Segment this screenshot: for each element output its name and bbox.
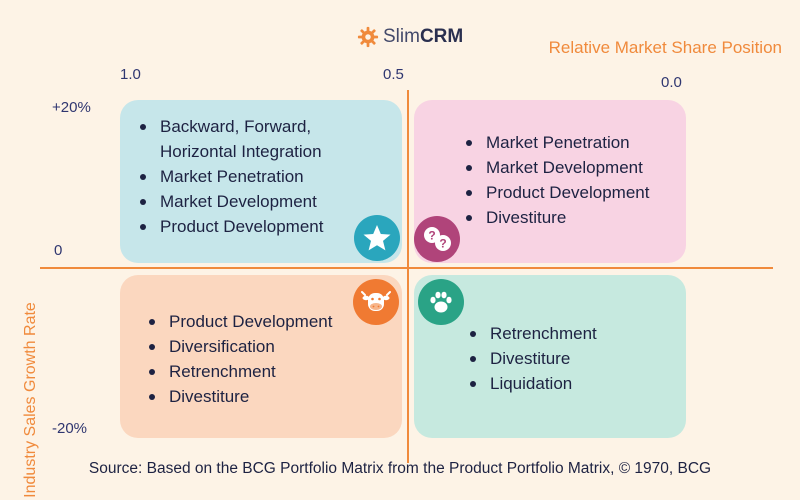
stars-strategy-list: Backward, Forward, Horizontal Integratio…: [138, 114, 378, 239]
list-item: Market Penetration: [464, 130, 649, 155]
question-marks-icon: ? ?: [424, 227, 451, 251]
list-item: Market Penetration: [138, 164, 378, 189]
y-tick-minus-20: -20%: [52, 420, 88, 437]
list-item: Product Development: [138, 214, 378, 239]
x-tick-0-0: 0.0: [661, 74, 682, 91]
paw-icon: [430, 291, 452, 313]
star-badge: [354, 215, 400, 261]
list-item: Diversification: [147, 334, 332, 359]
horizontal-axis-line: [40, 267, 773, 269]
list-item: Retrenchment: [147, 359, 332, 384]
cash-cows-strategy-list: Product Development Diversification Retr…: [147, 309, 332, 409]
list-item: Product Development: [464, 180, 649, 205]
list-item: Product Development: [147, 309, 332, 334]
logo-text-crm: CRM: [419, 26, 464, 47]
x-tick-0-5: 0.5: [383, 66, 404, 83]
list-item: Retrenchment: [468, 321, 597, 346]
question-marks-strategy-list: Market Penetration Market Development Pr…: [464, 130, 649, 230]
question-marks-badge: ? ?: [414, 216, 460, 262]
logo-text-slim: Slim: [383, 26, 420, 47]
star-icon: [363, 225, 391, 251]
list-item: Divestiture: [147, 384, 332, 409]
gear-icon: [357, 26, 379, 48]
slimcrm-logo: Slim CRM: [357, 24, 463, 50]
y-tick-plus-20: +20%: [52, 99, 91, 116]
svg-text:?: ?: [439, 237, 446, 251]
list-item: Liquidation: [468, 371, 597, 396]
list-item: Market Development: [138, 189, 378, 214]
y-tick-zero: 0: [54, 242, 63, 259]
paw-badge: [418, 279, 464, 325]
x-tick-1-0: 1.0: [120, 66, 141, 83]
list-item: Backward, Forward, Horizontal Integratio…: [138, 114, 378, 164]
quadrant-question-marks: Market Penetration Market Development Pr…: [414, 100, 686, 263]
cow-badge: [353, 279, 399, 325]
list-item: Divestiture: [464, 205, 649, 230]
cow-icon: [361, 291, 391, 311]
source-caption: Source: Based on the BCG Portfolio Matri…: [88, 460, 712, 477]
list-item: Market Development: [464, 155, 649, 180]
x-axis-title: Relative Market Share Position: [548, 38, 782, 57]
list-item: Divestiture: [468, 346, 597, 371]
svg-text:?: ?: [428, 229, 435, 243]
dogs-strategy-list: Retrenchment Divestiture Liquidation: [468, 321, 597, 396]
vertical-axis-line: [407, 90, 409, 463]
